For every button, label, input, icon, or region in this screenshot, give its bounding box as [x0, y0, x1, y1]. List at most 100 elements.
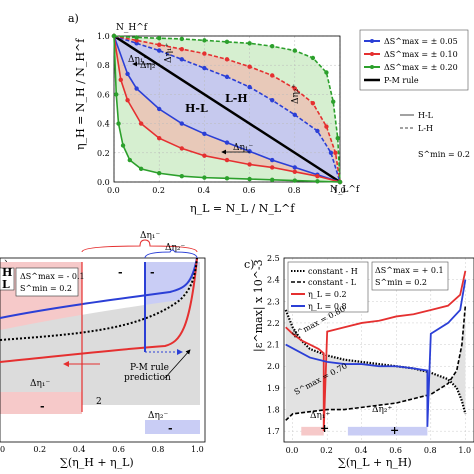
data-point [337, 179, 343, 185]
data-point [270, 177, 275, 183]
series-line [285, 279, 467, 427]
data-point [202, 175, 207, 180]
legend-label: η_L = 0.8 [308, 302, 347, 311]
series-line [113, 35, 341, 183]
data-point [270, 157, 275, 163]
data-point [134, 86, 139, 91]
data-point [270, 98, 275, 103]
data-point [202, 51, 207, 56]
data-point [310, 55, 316, 61]
style-legend-label: H-L [418, 111, 434, 120]
data-point [270, 165, 275, 170]
data-point [179, 46, 184, 52]
data-point [224, 57, 230, 62]
data-point [179, 173, 184, 179]
y-tick-label: 1.0 [97, 32, 110, 41]
delta-label-c2: Δη₂⁺ [372, 405, 392, 415]
annotation-pm-1: P-M rule [130, 363, 169, 373]
legend-partial-h: H [2, 266, 12, 279]
panel-c-frame [283, 257, 474, 443]
data-point [202, 131, 207, 137]
x-tick-label: 0.0 [286, 446, 299, 455]
x-tick-label: 0.0 [107, 186, 120, 195]
y-tick-label: 2.0 [267, 362, 280, 371]
data-point [114, 92, 119, 97]
legend-label: ΔS^max = ± 0.20 [384, 63, 458, 72]
pm-rule-line [113, 34, 341, 184]
data-point [270, 44, 275, 49]
x-tick-label: 0.8 [152, 445, 165, 454]
data-point [292, 169, 297, 174]
data-point [335, 136, 340, 141]
data-point [202, 65, 207, 71]
data-point [179, 146, 184, 151]
data-point [292, 165, 297, 170]
panel-b-xlabel: ∑(η_H + η_L) [60, 456, 134, 469]
data-point [292, 48, 297, 53]
panel-a-style-legend: H-L L-H S^min = 0.2 [400, 111, 470, 159]
data-point [118, 77, 123, 83]
legend-label: constant - L [308, 278, 357, 287]
y-tick-label: 0.4 [97, 120, 110, 129]
panel-c-xlabel: ∑(η_L + η_H) [338, 456, 412, 469]
data-point [224, 140, 230, 145]
data-point [157, 106, 162, 112]
legend-label: P-M rule [384, 76, 419, 85]
data-point [315, 128, 320, 134]
style-legend-label: L-H [418, 124, 433, 133]
y-tick-label: 1.9 [267, 384, 280, 393]
panel-b: b) - - - - Δη₁⁻ Δη₂⁻ Δη₁⁻ Δη₂⁻ 2 P-M rul… [0, 231, 206, 469]
y-tick-label: 2.4 [267, 276, 280, 285]
legend-label: η_L = 0.2 [308, 290, 347, 299]
point-label: 2 [96, 397, 102, 407]
data-point [247, 64, 252, 69]
note-c2: S^min = 0.2 [375, 278, 427, 287]
x-tick-label: 1.0 [191, 445, 204, 454]
data-point [134, 35, 139, 40]
panel-a-frame [113, 35, 341, 183]
data-point [116, 121, 121, 126]
data-point [324, 124, 329, 129]
data-point [331, 99, 336, 104]
shaded-region [347, 426, 428, 436]
legend-label: ΔS^max = ± 0.05 [384, 37, 458, 46]
x-tick-label: 0.2 [152, 186, 165, 195]
y-tick-label: 0.8 [97, 61, 110, 70]
panel-c-notes: ΔS^max = + 0.1 S^min = 0.2 [371, 261, 449, 291]
region-label-lh: L-H [225, 92, 248, 105]
panel-c-legend: constant - H constant - L η_L = 0.2 η_L … [287, 261, 369, 313]
sign-label: + [390, 424, 399, 437]
y-tick-label: 0.6 [97, 90, 110, 99]
x-tick-label: 0 [0, 445, 5, 454]
data-point [202, 38, 207, 43]
x-tick-label: 0.4 [73, 445, 86, 454]
sign-label: - [150, 266, 155, 279]
note-b2: S^min = 0.2 [20, 284, 72, 293]
data-point [127, 157, 133, 163]
region-label-hl: H-L [185, 102, 208, 115]
series-line [285, 270, 467, 432]
panel-a-ylabel: η_H = N_H / N_H^f [74, 38, 87, 150]
y-tick-label: 0.0 [97, 178, 110, 187]
data-point [120, 143, 126, 148]
sign-label: - [168, 422, 173, 435]
legend-label: constant - H [308, 267, 358, 276]
data-point [125, 98, 130, 103]
x-tick-label: 0.4 [197, 186, 210, 195]
data-point [125, 71, 130, 77]
y-tick-label: 1.8 [267, 406, 280, 415]
data-point [224, 176, 230, 181]
corner-label-top: N_H^f [116, 23, 148, 33]
data-point [328, 150, 334, 155]
y-tick-label: 1.7 [267, 427, 280, 436]
panel-a: a) 0.0 0.2 0.4 0.6 0.8 1.00.00.20.40.60.81.0 … [68, 12, 470, 215]
x-tick-label: 0.8 [288, 186, 301, 195]
delta-label-c1: Δη₁⁺ [310, 411, 330, 421]
panel-c: c) 1.7 1.8 1.9 2.0 2.1 2.2 2.3 2.4 2.5 0.0 0.2 0.4 0… [244, 254, 474, 469]
sign-label: + [320, 422, 329, 435]
data-point [157, 35, 162, 41]
note-b1: ΔS^max = - 0.1 [20, 272, 85, 281]
panel-c-ylabel: |ε^max| x 10^-3 [252, 259, 266, 352]
data-point [157, 42, 162, 47]
